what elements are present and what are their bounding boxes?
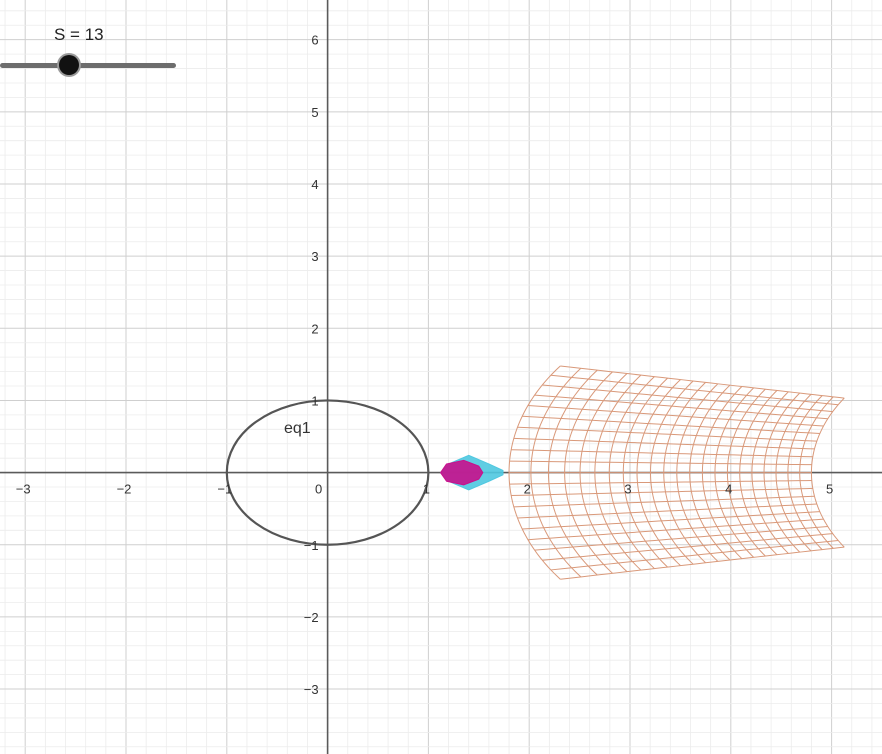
mesh-line-radial [527, 518, 824, 541]
eq1-label: eq1 [284, 420, 311, 437]
mesh-line-radial [509, 480, 812, 485]
x-tick-label: −2 [117, 482, 132, 497]
y-tick-label: −2 [304, 610, 319, 625]
mesh-line-radial [560, 365, 845, 399]
mesh-line-radial [550, 374, 839, 406]
slider-s[interactable]: S = 13 [0, 20, 190, 90]
y-tick-label: −1 [304, 538, 319, 553]
mesh-line-radial [542, 533, 833, 561]
tick-labels: −3 −2 −1 0 1 2 3 4 5 −3 −2 −1 1 2 3 4 5 6 [16, 33, 833, 697]
mesh-line-radial [513, 437, 815, 450]
y-tick-label: 2 [311, 321, 318, 336]
x-tick-label: 3 [624, 482, 631, 497]
mesh-line-radial [534, 525, 828, 551]
mesh-line-radial [517, 426, 817, 442]
mesh-line-radial [522, 415, 820, 435]
slider-track[interactable] [0, 63, 176, 68]
mesh-line-radial [517, 503, 817, 519]
y-tick-label: 4 [311, 177, 318, 192]
mesh-line-radial [534, 394, 828, 420]
mesh-line-radial [550, 539, 839, 571]
slider-knob[interactable] [59, 55, 79, 75]
warped-grid-mesh[interactable] [508, 365, 845, 580]
y-tick-label: 5 [311, 105, 318, 120]
eq1-circle-group[interactable]: eq1 [225, 399, 430, 546]
x-tick-label: −3 [16, 482, 31, 497]
shapes[interactable] [440, 454, 504, 491]
mesh-line-radial [527, 405, 824, 427]
mesh-line-radial [513, 495, 815, 508]
mesh-line-radial [522, 511, 820, 530]
y-tick-label: 6 [311, 33, 318, 48]
x-tick-label: −1 [217, 482, 232, 497]
mesh-line-radial [560, 546, 845, 580]
mesh-line-radial [511, 449, 813, 458]
magenta-shape[interactable] [440, 459, 484, 486]
x-tick-label: 5 [826, 482, 833, 497]
mesh-line-radial [509, 460, 812, 466]
mesh-line-radial [511, 487, 813, 497]
x-tick-label: 4 [725, 482, 732, 497]
y-tick-label: 3 [311, 249, 318, 264]
x-tick-label: 0 [315, 482, 322, 497]
x-tick-label: 1 [423, 482, 430, 497]
mesh-line-radial [542, 384, 833, 413]
eq1-circle[interactable] [225, 399, 430, 546]
x-tick-label: 2 [524, 482, 531, 497]
slider-label: S = 13 [54, 25, 104, 44]
y-tick-label: 1 [311, 393, 318, 408]
y-tick-label: −3 [304, 682, 319, 697]
